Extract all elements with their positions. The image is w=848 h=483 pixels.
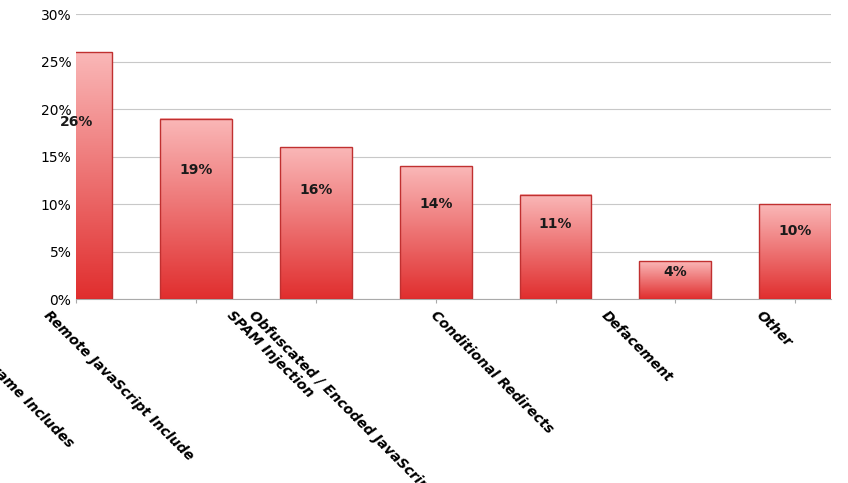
- Bar: [280, 147, 352, 299]
- Bar: [160, 119, 232, 299]
- Bar: [520, 195, 591, 299]
- Bar: [399, 167, 471, 299]
- Text: 26%: 26%: [59, 114, 93, 128]
- Text: 16%: 16%: [299, 183, 332, 197]
- Bar: [520, 195, 591, 299]
- Bar: [639, 261, 711, 299]
- Text: 4%: 4%: [663, 265, 687, 279]
- Text: 11%: 11%: [538, 217, 572, 231]
- Bar: [41, 53, 112, 299]
- Bar: [160, 119, 232, 299]
- Text: 14%: 14%: [419, 197, 453, 211]
- Bar: [280, 147, 352, 299]
- Bar: [759, 204, 831, 299]
- Bar: [399, 167, 471, 299]
- Bar: [41, 53, 112, 299]
- Text: 19%: 19%: [180, 162, 213, 176]
- Bar: [639, 261, 711, 299]
- Text: 10%: 10%: [778, 224, 812, 238]
- Bar: [759, 204, 831, 299]
